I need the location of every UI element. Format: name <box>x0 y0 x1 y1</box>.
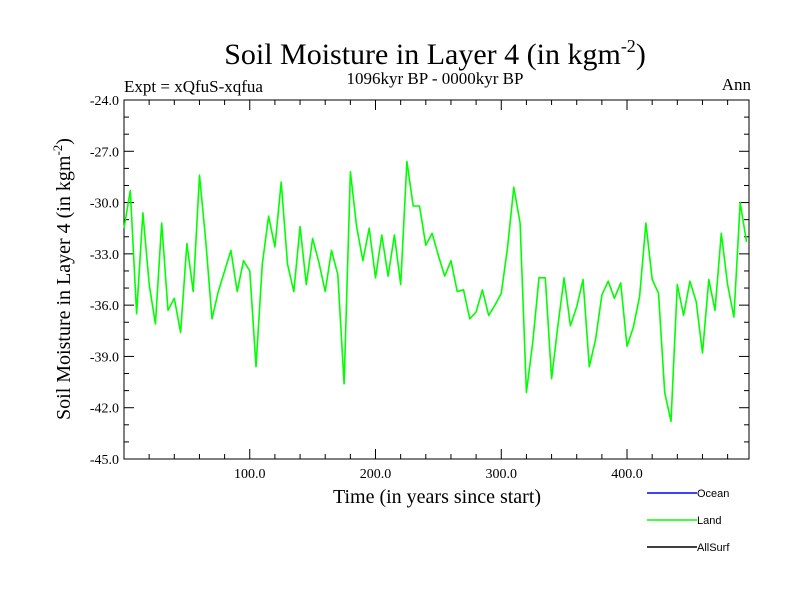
time-range-label: 1096kyr BP - 0000kyr BP <box>347 69 524 88</box>
x-axis: 100.0 200.0 300.0 400.0 <box>148 100 729 482</box>
y-tick-label: -33.0 <box>90 248 119 263</box>
x-tick-label: 400.0 <box>611 467 643 482</box>
y-tick-label: -27.0 <box>90 145 119 160</box>
legend: Ocean Land AllSurf <box>647 488 730 554</box>
y-axis: -24.0 -27.0 -30.0 -33.0 -36.0 -39.0 -42.0 -45.0 <box>90 94 749 468</box>
y-axis-label: Soil Moisture in Layer 4 (in kgm-2) <box>50 138 75 420</box>
y-tick-label: -30.0 <box>90 197 119 212</box>
x-axis-label: Time (in years since start) <box>333 486 541 508</box>
x-tick-label: 100.0 <box>234 467 266 482</box>
legend-label-land: Land <box>697 515 721 527</box>
series-line-land <box>123 160 748 423</box>
plot-area <box>123 99 750 460</box>
legend-label-allsurf: AllSurf <box>697 542 730 554</box>
x-tick-label: 300.0 <box>486 467 518 482</box>
legend-label-ocean: Ocean <box>697 488 729 500</box>
y-tick-label: -45.0 <box>90 453 119 468</box>
y-tick-label: -42.0 <box>90 402 119 417</box>
chart-title: Soil Moisture in Layer 4 (in kgm-2) <box>224 36 646 71</box>
y-tick-label: -36.0 <box>90 299 119 314</box>
experiment-label: Expt = xQfuS-xqfua <box>124 77 263 96</box>
x-tick-label: 200.0 <box>360 467 392 482</box>
y-tick-label: -39.0 <box>90 350 119 365</box>
y-tick-label: -24.0 <box>90 94 119 109</box>
season-label: Ann <box>722 75 752 94</box>
